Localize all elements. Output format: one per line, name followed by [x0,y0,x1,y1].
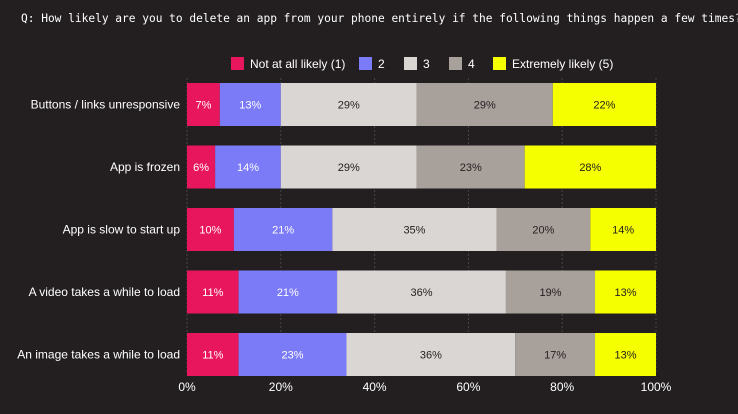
data-label: 23% [460,162,482,174]
data-label: 6% [193,162,209,174]
bar-segment [238,333,347,376]
data-label: 11% [202,350,223,362]
bar-segment [238,270,338,314]
bar-segment [595,333,656,376]
data-label: 36% [410,287,432,299]
bar-segment [416,145,525,189]
bar-segment [552,83,656,126]
data-label: 29% [474,100,496,112]
data-label: 21% [272,225,294,237]
category-label: App is frozen [110,160,180,174]
chart-title: Q: How likely are you to delete an app f… [21,12,738,25]
data-label: 19% [539,287,561,299]
bar-segment [215,145,281,189]
bar-segment [187,333,239,376]
bar-segment [505,270,596,314]
x-tick-label: 100% [641,380,672,394]
data-label: 22% [593,100,615,112]
data-label: 21% [277,287,299,299]
bar-segment [595,270,656,314]
legend-label: 3 [423,57,430,71]
data-label: 17% [544,350,566,362]
bar-segment [280,145,417,189]
x-tick-label: 40% [363,380,387,394]
legend-label: 2 [378,57,385,71]
category-label: App is slow to start up [63,223,181,237]
legend-swatch [493,57,506,70]
legend-swatch [231,57,244,70]
legend-label: Not at all likely (1) [250,57,345,71]
data-label: 35% [403,225,425,237]
data-label: 14% [612,225,634,237]
data-label: 13% [614,350,636,362]
bar-segment [187,145,216,189]
bar-segment [590,208,656,251]
data-label: 10% [199,225,221,237]
x-tick-label: 20% [269,380,293,394]
bar-segment [187,208,234,251]
bar-segment [187,83,220,126]
legend-label: Extremely likely (5) [512,57,613,71]
category-label: Buttons / links unresponsive [31,98,181,112]
legend-swatch [359,57,372,70]
bar-segment [346,333,516,376]
category-label: An image takes a while to load [17,348,180,362]
bar-segment [332,208,497,251]
data-label: 7% [195,100,211,112]
data-label: 29% [338,162,360,174]
data-label: 11% [202,287,223,299]
bar-segment [524,145,656,189]
legend-label: 4 [468,57,475,71]
bar-segment [280,83,417,126]
bar-segment [416,83,553,126]
bar-segment [515,333,596,376]
bar-segment [187,270,239,314]
bar-segment [233,208,333,251]
x-tick-label: 80% [550,380,574,394]
data-label: 14% [237,162,259,174]
category-label: A video takes a while to load [29,285,180,299]
legend-swatch [404,57,417,70]
legend-swatch [449,57,462,70]
data-label: 28% [579,162,601,174]
data-label: 23% [282,350,304,362]
data-label: 29% [338,100,360,112]
x-tick-label: 0% [178,380,196,394]
x-tick-label: 60% [456,380,480,394]
bar-segment [496,208,591,251]
bar-segment [337,270,506,314]
data-label: 13% [614,287,636,299]
data-label: 36% [420,350,442,362]
data-label: 20% [532,225,554,237]
data-label: 13% [239,100,261,112]
bar-segment [219,83,281,126]
